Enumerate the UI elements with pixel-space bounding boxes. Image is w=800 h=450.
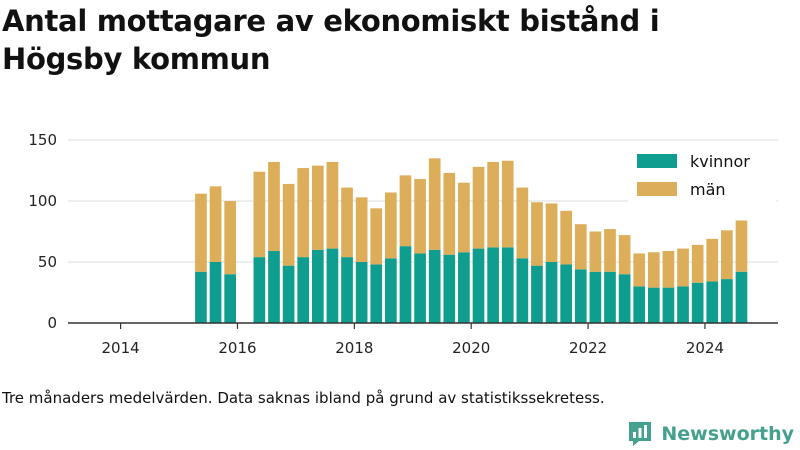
y-tick-label: 150 [28,131,57,149]
bar-kvinnor [414,253,426,323]
y-axis: 0 50 100 150 [28,131,57,332]
bar-kvinnor [706,281,719,323]
x-axis: 2014 2016 2018 2020 2022 2024 [68,322,778,357]
legend-label: män [690,180,726,199]
bar-kvinnor [487,247,499,323]
legend: kvinnor män [628,147,776,203]
bar-kvinnor [574,269,587,323]
x-tick-label: 2020 [452,339,490,357]
bar-man [691,244,704,283]
x-tick-label: 2014 [101,339,139,357]
x-tick-label: 2024 [686,339,724,357]
bar-kvinnor [385,258,397,323]
legend-swatch [637,182,677,196]
bar-kvinnor [545,262,558,323]
bar-man [574,224,587,270]
bar-kvinnor [326,248,339,323]
bar-kvinnor [472,248,485,323]
y-tick-label: 50 [38,253,57,271]
brand-name: Newsworthy [661,423,794,445]
bar-man [618,235,631,275]
bars [195,158,748,323]
bar-man [501,160,514,248]
bar-man [341,187,353,258]
bar-kvinnor [399,246,412,323]
bar-kvinnor [501,247,514,323]
bar-man [370,208,383,265]
bar-kvinnor [443,254,456,323]
bar-kvinnor [604,271,616,323]
bar-man [531,202,543,266]
bar-kvinnor [735,271,748,323]
bar-man [604,229,616,272]
bar-man [706,238,719,282]
bar-man [355,197,368,262]
bar-man [721,230,733,280]
bar-man [677,248,689,287]
bar-man [209,186,222,262]
bar-kvinnor [297,257,310,323]
bar-kvinnor [516,258,529,323]
bar-man [326,161,339,249]
bar-kvinnor [589,271,602,323]
bar-kvinnor [209,262,222,323]
bar-man [399,175,412,247]
bar-kvinnor [355,262,368,323]
y-tick-label: 100 [28,192,57,210]
brand: Newsworthy [627,420,794,448]
bar-man [545,203,558,262]
legend-swatch [637,154,677,168]
newsworthy-logo-icon [629,422,652,446]
bar-man [472,166,485,249]
bar-man [224,201,237,275]
bar-kvinnor [691,282,704,323]
bar-kvinnor [428,249,441,323]
bar-man [589,231,602,272]
legend-label: kvinnor [690,152,750,171]
bar-kvinnor [721,279,733,323]
bar-man [385,192,397,259]
bar-kvinnor [633,286,646,323]
bar-kvinnor [370,264,383,323]
bar-kvinnor [311,249,324,323]
x-tick-label: 2022 [569,339,607,357]
bar-man [268,161,280,252]
bar-kvinnor [677,286,689,323]
bar-man [311,165,324,250]
bar-man [282,183,295,266]
bar-man [253,171,266,258]
bar-man [735,220,748,272]
bar-kvinnor [282,265,295,323]
bar-man [458,182,470,253]
bar-kvinnor [268,251,280,323]
bar-man [560,210,573,265]
bar-kvinnor [458,252,470,323]
bar-kvinnor [195,271,207,323]
bar-man [647,252,660,288]
footnote: Tre månaders medelvärden. Data saknas ib… [2,389,605,407]
bar-man [662,251,675,288]
bar-man [297,168,310,258]
bar-man [633,253,646,287]
bar-man [443,172,456,255]
x-tick-label: 2018 [335,339,373,357]
bar-man [487,161,499,248]
bar-kvinnor [253,257,266,323]
chart-title: Antal mottagare av ekonomiskt bistånd i … [2,4,660,76]
bar-kvinnor [531,265,543,323]
bar-kvinnor [618,274,631,323]
bar-kvinnor [662,287,675,323]
y-tick-label: 0 [47,314,57,332]
bar-man [428,158,441,250]
bar-man [516,187,529,259]
bar-man [195,193,207,272]
bar-kvinnor [647,287,660,323]
bar-man [414,179,426,254]
bar-kvinnor [560,264,573,323]
x-tick-label: 2016 [218,339,256,357]
bar-kvinnor [224,274,237,323]
bar-kvinnor [341,257,353,323]
